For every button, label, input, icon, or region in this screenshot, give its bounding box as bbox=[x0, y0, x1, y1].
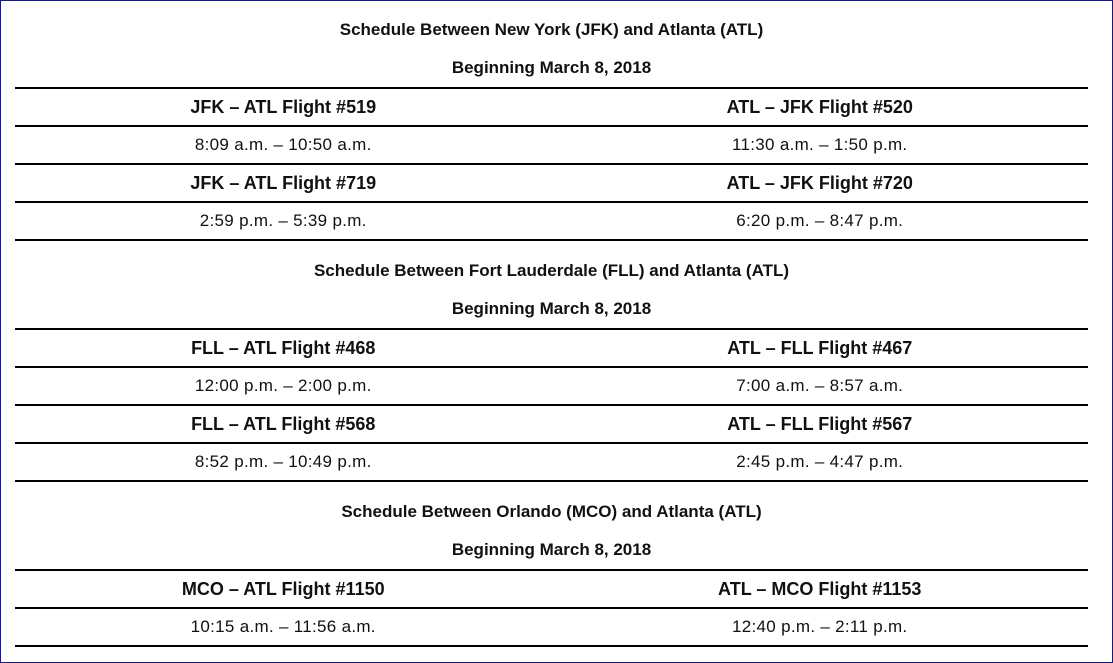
table-row: MCO – ATL Flight #1150 ATL – MCO Flight … bbox=[15, 569, 1088, 607]
section-subtitle: Beginning March 8, 2018 bbox=[451, 540, 652, 559]
table-row: 2:59 p.m. – 5:39 p.m. 6:20 p.m. – 8:47 p… bbox=[15, 201, 1088, 241]
flight-time: 7:00 a.m. – 8:57 a.m. bbox=[736, 376, 904, 395]
table-row: JFK – ATL Flight #519 ATL – JFK Flight #… bbox=[15, 87, 1088, 125]
flight-schedule: Schedule Between New York (JFK) and Atla… bbox=[15, 0, 1088, 647]
flight-label: ATL – FLL Flight #567 bbox=[727, 414, 913, 434]
section-subtitle: Beginning March 8, 2018 bbox=[451, 299, 652, 318]
flight-label: FLL – ATL Flight #468 bbox=[191, 338, 376, 358]
table-row: 8:09 a.m. – 10:50 a.m. 11:30 a.m. – 1:50… bbox=[15, 125, 1088, 163]
flight-label: ATL – JFK Flight #520 bbox=[726, 97, 913, 117]
flight-label: ATL – JFK Flight #720 bbox=[726, 173, 913, 193]
table-row: 8:52 p.m. – 10:49 p.m. 2:45 p.m. – 4:47 … bbox=[15, 442, 1088, 482]
section-subtitle: Beginning March 8, 2018 bbox=[451, 58, 652, 77]
table-row: 12:00 p.m. – 2:00 p.m. 7:00 a.m. – 8:57 … bbox=[15, 366, 1088, 404]
section-title: Schedule Between New York (JFK) and Atla… bbox=[339, 20, 764, 39]
flight-time: 8:09 a.m. – 10:50 a.m. bbox=[194, 135, 372, 154]
flight-label: FLL – ATL Flight #568 bbox=[191, 414, 376, 434]
section-title: Schedule Between Fort Lauderdale (FLL) a… bbox=[313, 261, 790, 280]
table-row: 10:15 a.m. – 11:56 a.m. 12:40 p.m. – 2:1… bbox=[15, 607, 1088, 647]
table-row: FLL – ATL Flight #468 ATL – FLL Flight #… bbox=[15, 328, 1088, 366]
flight-time: 2:59 p.m. – 5:39 p.m. bbox=[199, 211, 367, 230]
flight-time: 6:20 p.m. – 8:47 p.m. bbox=[736, 211, 904, 230]
flight-label: ATL – MCO Flight #1153 bbox=[718, 579, 922, 599]
flight-time: 11:30 a.m. – 1:50 p.m. bbox=[732, 135, 908, 154]
flight-time: 12:40 p.m. – 2:11 p.m. bbox=[732, 617, 908, 636]
flight-label: MCO – ATL Flight #1150 bbox=[181, 579, 385, 599]
flight-label: JFK – ATL Flight #519 bbox=[190, 97, 377, 117]
schedule-section-fll: Schedule Between Fort Lauderdale (FLL) a… bbox=[15, 241, 1088, 482]
flight-label: JFK – ATL Flight #719 bbox=[190, 173, 377, 193]
flight-time: 8:52 p.m. – 10:49 p.m. bbox=[194, 452, 372, 471]
flight-label: ATL – FLL Flight #467 bbox=[727, 338, 913, 358]
flight-time: 10:15 a.m. – 11:56 a.m. bbox=[190, 617, 376, 636]
flight-time: 2:45 p.m. – 4:47 p.m. bbox=[736, 452, 904, 471]
table-row: FLL – ATL Flight #568 ATL – FLL Flight #… bbox=[15, 404, 1088, 442]
table-row: JFK – ATL Flight #719 ATL – JFK Flight #… bbox=[15, 163, 1088, 201]
section-title: Schedule Between Orlando (MCO) and Atlan… bbox=[341, 502, 762, 521]
schedule-section-mco: Schedule Between Orlando (MCO) and Atlan… bbox=[15, 482, 1088, 647]
flight-time: 12:00 p.m. – 2:00 p.m. bbox=[194, 376, 372, 395]
schedule-section-jfk: Schedule Between New York (JFK) and Atla… bbox=[15, 0, 1088, 241]
